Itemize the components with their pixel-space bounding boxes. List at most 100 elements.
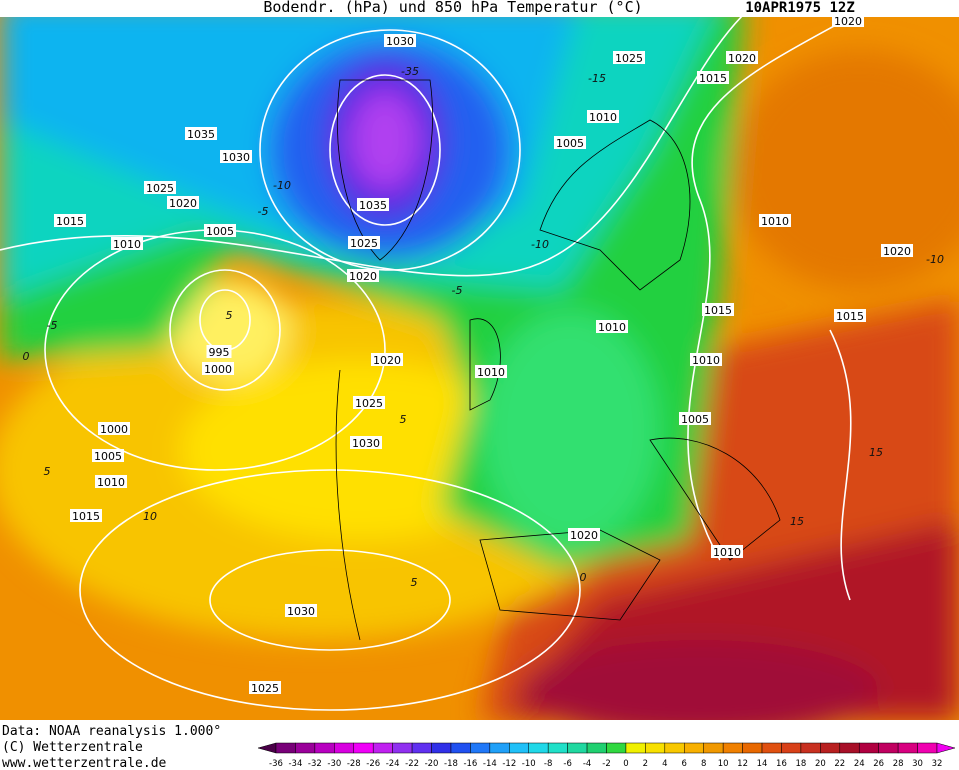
isobar-label: 1015 — [836, 310, 864, 323]
isobar-label: 1020 — [834, 15, 862, 28]
colorbar-label: -22 — [405, 759, 419, 769]
colorbar-label: 10 — [718, 759, 729, 769]
isobar-label: 1005 — [206, 225, 234, 238]
isobar-label: 1020 — [570, 529, 598, 542]
isobar-label: 1025 — [350, 237, 378, 250]
colorbar-label: 20 — [815, 759, 826, 769]
colorbar-label: -2 — [602, 759, 610, 769]
isobar-label: 1010 — [113, 238, 141, 251]
isobar-label: 1010 — [97, 476, 125, 489]
temperature-label: 5 — [44, 465, 51, 478]
temperature-label: -5 — [258, 205, 269, 218]
isobar-label-box — [347, 269, 379, 282]
footer-line: www.wetterzentrale.de — [2, 756, 167, 770]
footer-line: Data: NOAA reanalysis 1.000° — [2, 724, 221, 739]
colorbar-swatch — [470, 742, 491, 754]
isobar-label: 1000 — [100, 423, 128, 436]
temperature-label: -5 — [47, 319, 58, 332]
isobar-label-box — [185, 127, 217, 140]
colorbar-label: 2 — [643, 759, 648, 769]
colorbar-swatch — [372, 742, 393, 754]
isobar-label: 1005 — [681, 413, 709, 426]
isobar-label-box — [759, 214, 791, 227]
temperature-label: 0 — [580, 571, 587, 584]
isobar-label: 1010 — [589, 111, 617, 124]
isobar-label: 1020 — [883, 245, 911, 258]
isobar-label: 1010 — [713, 546, 741, 559]
isobar-label: 1010 — [598, 321, 626, 334]
isobar-label-box — [881, 244, 913, 257]
temperature-label: -10 — [926, 253, 944, 266]
isobar-label: 1030 — [352, 437, 380, 450]
colorbar-label: 32 — [932, 759, 943, 769]
colorbar-swatch — [878, 742, 899, 754]
colorbar-swatch — [897, 742, 918, 754]
isobar-label-box — [832, 17, 864, 27]
isobar-label-box — [92, 449, 124, 462]
colorbar-swatch — [703, 742, 724, 754]
colorbar-end — [257, 742, 277, 754]
isobar-label: 1015 — [72, 510, 100, 523]
isobar-label-box — [95, 475, 127, 488]
isobar-label: 1035 — [187, 128, 215, 141]
isobar-label: 1030 — [386, 35, 414, 48]
isobar-label: 1030 — [287, 605, 315, 618]
colorbar-swatch — [353, 742, 374, 754]
colorbar-label: 6 — [682, 759, 687, 769]
isobar-label-box — [350, 436, 382, 449]
temperature-label: 5 — [226, 309, 233, 322]
temperature-label: 15 — [790, 515, 804, 528]
isobar-label-box — [220, 150, 252, 163]
isobar-label-box — [98, 422, 130, 435]
isobar-label: 1025 — [355, 397, 383, 410]
isobar-label-box — [204, 224, 236, 237]
colorbar-swatch — [684, 742, 704, 754]
colorbar-swatch — [431, 742, 452, 754]
temperature-label: 10 — [143, 510, 157, 523]
colorbar-swatch — [839, 742, 860, 754]
isobar-label-box — [353, 396, 385, 409]
isobar-label-box — [111, 237, 143, 250]
colorbar-swatch — [314, 742, 335, 754]
colorbar-swatch — [392, 742, 413, 754]
map-title: Bodendr. (hPa) und 850 hPa Temperatur (°… — [263, 0, 642, 16]
isobar-label-box — [285, 604, 317, 617]
colorbar-swatch — [450, 742, 471, 754]
colorbar-swatch — [645, 742, 666, 754]
isobar-label-box — [726, 51, 758, 64]
temperature-label: -35 — [401, 65, 419, 78]
isobar-label: 1030 — [222, 151, 250, 164]
temperature-label: 15 — [869, 446, 883, 459]
colorbar-label: -12 — [502, 759, 516, 769]
isobar-label: 1005 — [556, 137, 584, 150]
isobar-label: 1035 — [359, 199, 387, 212]
isobar-label-box — [679, 412, 711, 425]
temperature-label: -5 — [452, 284, 463, 297]
isobar-label-box — [554, 136, 586, 149]
colorbar-label: -26 — [366, 759, 380, 769]
temperature-label: -10 — [531, 238, 549, 251]
isobar-label-box — [144, 181, 176, 194]
isobar-label: 1015 — [56, 215, 84, 228]
colorbar-label: -34 — [288, 759, 302, 769]
colorbar-swatch — [567, 742, 588, 754]
colorbar-label: 28 — [893, 759, 904, 769]
isobar-label-box — [348, 236, 380, 249]
colorbar-swatch — [489, 742, 510, 754]
colorbar-swatch — [820, 742, 841, 754]
isobar-label-box — [702, 303, 734, 316]
isobar-label-box — [371, 353, 403, 366]
colorbar-swatch — [781, 742, 802, 754]
colorbar-label: -24 — [386, 759, 400, 769]
colorbar-label: -18 — [444, 759, 458, 769]
isobar-label: 1015 — [704, 304, 732, 317]
colorbar-swatch — [606, 742, 627, 754]
isobar-label: 1015 — [699, 72, 727, 85]
temperature-label: 5 — [411, 576, 418, 589]
isobar-label-box — [834, 309, 866, 322]
isobar-label-box — [711, 545, 743, 558]
colorbar-label: -6 — [563, 759, 571, 769]
isobar-label: 1020 — [373, 354, 401, 367]
isobar-label-box — [54, 214, 86, 227]
